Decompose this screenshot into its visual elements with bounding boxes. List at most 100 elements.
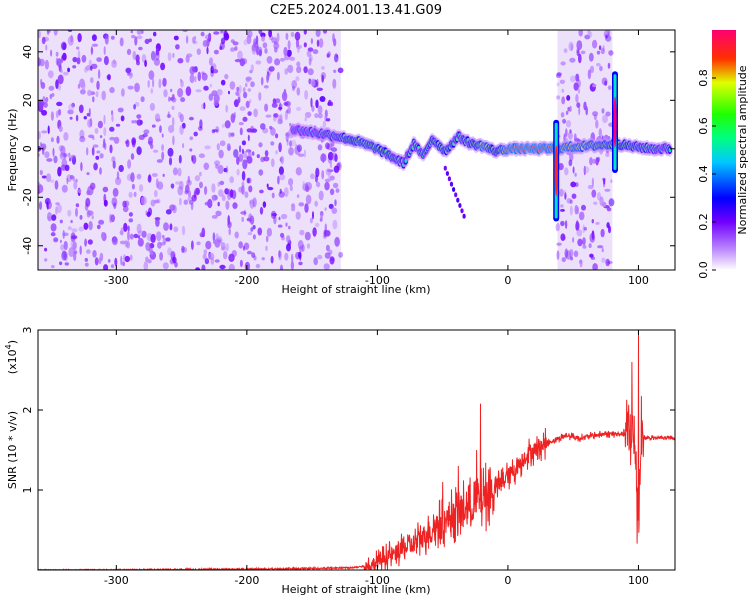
noise-blob: [575, 221, 580, 232]
noise-blob: [72, 56, 78, 63]
noise-blob: [79, 129, 85, 139]
noise-blob: [132, 50, 137, 61]
noise-blob: [64, 164, 70, 171]
noise-blob: [128, 218, 134, 223]
noise-blob: [38, 184, 44, 194]
noise-blob: [569, 57, 576, 63]
noise-blob: [40, 82, 46, 89]
noise-blob: [263, 156, 270, 162]
noise-blob: [304, 111, 312, 119]
noise-blob: [229, 176, 234, 184]
noise-blob: [244, 82, 248, 88]
noise-blob: [90, 46, 93, 56]
noise-blob: [273, 42, 280, 50]
noise-blob: [177, 185, 184, 196]
noise-blob: [70, 154, 77, 160]
noise-blob: [223, 32, 230, 41]
noise-blob: [309, 217, 313, 224]
noise-blob: [296, 87, 301, 96]
noise-blob: [318, 112, 323, 119]
noise-blob: [310, 97, 313, 108]
noise-blob: [569, 199, 573, 204]
noise-blob: [592, 158, 596, 164]
noise-blob: [296, 66, 302, 74]
noise-blob: [78, 104, 84, 114]
noise-blob: [90, 182, 96, 190]
noise-blob: [244, 191, 249, 198]
noise-blob: [81, 81, 86, 91]
noise-blob: [247, 111, 252, 116]
noise-blob: [68, 152, 71, 158]
noise-blob: [45, 173, 52, 183]
noise-blob: [304, 231, 311, 241]
noise-blob: [601, 201, 607, 208]
noise-blob: [556, 82, 560, 87]
noise-blob: [278, 250, 282, 261]
noise-blob: [55, 110, 59, 118]
noise-blob: [328, 203, 334, 209]
noise-blob: [160, 62, 166, 71]
noise-blob: [57, 166, 62, 177]
noise-blob: [280, 232, 285, 238]
noise-blob: [287, 40, 291, 50]
noise-blob: [166, 114, 172, 119]
noise-blob: [99, 135, 103, 139]
noise-blob: [279, 188, 282, 194]
noise-blob: [278, 216, 281, 221]
noise-blob: [327, 151, 334, 161]
snr-background: [38, 330, 675, 570]
noise-blob: [243, 91, 248, 99]
noise-blob: [283, 46, 288, 57]
noise-blob: [556, 250, 560, 260]
noise-blob: [63, 240, 68, 251]
noise-blob: [242, 87, 246, 93]
noise-blob: [219, 46, 223, 50]
noise-blob: [111, 60, 117, 68]
noise-blob: [41, 130, 48, 134]
noise-blob: [212, 129, 219, 133]
noise-blob: [101, 231, 105, 240]
noise-blob: [295, 211, 301, 220]
noise-blob: [123, 254, 126, 262]
noise-blob: [260, 123, 266, 130]
spectrogram-x-tick-label: -300: [104, 274, 129, 287]
noise-blob: [103, 264, 109, 270]
noise-blob: [241, 216, 244, 223]
noise-blob: [212, 240, 219, 245]
noise-blob: [125, 67, 132, 74]
noise-blob: [133, 233, 139, 239]
noise-blob: [141, 230, 147, 238]
noise-blob: [143, 261, 149, 270]
noise-blob: [312, 211, 314, 220]
noise-blob: [247, 232, 253, 236]
noise-blob: [310, 78, 316, 87]
noise-blob: [220, 242, 226, 251]
noise-blob: [147, 80, 150, 88]
noise-blob: [151, 173, 158, 177]
noise-blob: [303, 30, 307, 35]
noise-blob: [155, 47, 160, 56]
noise-blob: [52, 147, 55, 157]
noise-blob: [103, 199, 108, 207]
noise-blob: [129, 233, 134, 240]
noise-blob: [47, 216, 51, 220]
noise-blob: [93, 162, 98, 171]
noise-blob: [92, 250, 97, 258]
noise-blob: [110, 264, 115, 269]
noise-blob: [112, 160, 116, 169]
snr-x-tick-label: 100: [628, 574, 649, 587]
noise-blob: [577, 88, 581, 94]
noise-blob: [214, 259, 220, 263]
noise-blob: [312, 228, 317, 238]
noise-blob: [295, 76, 300, 82]
noise-blob: [283, 187, 289, 198]
noise-blob: [79, 245, 82, 255]
noise-blob: [558, 163, 564, 171]
noise-blob: [127, 85, 134, 90]
spectrogram-signal: [289, 71, 674, 222]
noise-blob: [237, 93, 241, 100]
noise-blob: [232, 41, 239, 46]
noise-blob: [94, 127, 99, 134]
noise-blob: [66, 174, 72, 182]
noise-blob: [276, 71, 280, 81]
